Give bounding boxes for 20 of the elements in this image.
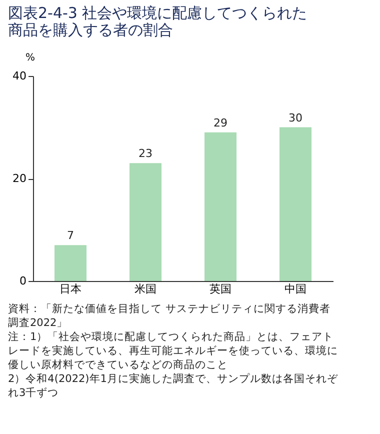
x-tick-label: 中国: [284, 282, 306, 296]
y-tick-label: 20: [12, 172, 26, 185]
bar: [130, 163, 162, 281]
y-tick-label: 0: [20, 274, 26, 288]
bar: [54, 245, 86, 281]
x-tick-label: 日本: [60, 282, 82, 296]
bar: [204, 132, 236, 281]
data-label: 29: [214, 116, 228, 130]
y-tick-label: 40: [12, 70, 26, 82]
text: 注：1）「社会や環境に配慮してつくられた商品」とは、フェアトレードを実施している、再生可能エネルギーを使っている、環境に優しい原材料でできているなどの商品のこと: [8, 330, 338, 371]
data-label: 7: [67, 229, 74, 242]
x-tick-label: 英国: [210, 282, 232, 296]
data-label: 23: [138, 147, 152, 160]
data-label: 30: [288, 111, 302, 124]
chart-title: 図表2-4-3 社会や環境に配慮してつくられた商品を購入する者の割合: [8, 4, 308, 39]
bar: [280, 127, 312, 281]
y-axis-title: %: [26, 52, 36, 64]
x-tick-label: 米国: [134, 282, 156, 296]
text: 2）令和4(2022)年1月に実施した調査で、サンプル数は各国それぞれ3千ずつ: [8, 372, 339, 399]
text: 資料：「新たな価値を目指して サステナビリティに関する消費者調査2022」: [8, 302, 330, 329]
